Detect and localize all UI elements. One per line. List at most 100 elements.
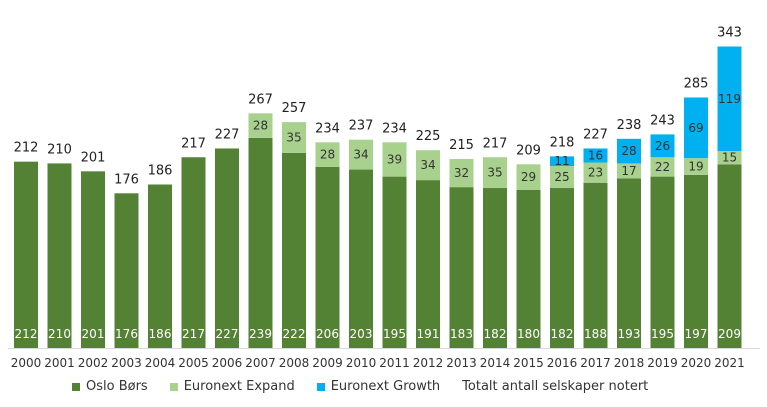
bar-oslo-bors-2014 — [483, 188, 507, 348]
x-tick-label-2012: 2012 — [413, 356, 444, 370]
data-label-oslo-bors-2008: 222 — [283, 327, 306, 341]
data-label-euronext-expand-2017: 23 — [588, 166, 603, 180]
chart-legend: Oslo Børs Euronext Expand Euronext Growt… — [72, 379, 670, 394]
total-label-2011: 234 — [382, 121, 407, 136]
x-tick-label-2015: 2015 — [513, 356, 544, 370]
data-label-oslo-bors-2005: 217 — [182, 327, 205, 341]
bar-oslo-bors-2021 — [717, 164, 742, 348]
x-tick-label-2008: 2008 — [279, 356, 310, 370]
x-tick-label-2010: 2010 — [346, 356, 377, 370]
legend-item-oslo-bors: Oslo Børs — [72, 379, 148, 394]
data-label-oslo-bors-2001: 210 — [48, 327, 71, 341]
bar-oslo-bors-2004 — [148, 184, 172, 348]
stacked-bar-chart: 212 212 2000 210 210 2001 201 201 2002 176 176 2003… — [8, 26, 760, 370]
data-label-euronext-expand-2018: 17 — [621, 164, 636, 178]
x-tick-label-2018: 2018 — [614, 356, 645, 370]
legend-label-total: Totalt antall selskaper notert — [462, 379, 649, 394]
legend-item-euronext-growth: Euronext Growth — [316, 379, 441, 394]
data-label-euronext-expand-2007: 28 — [253, 119, 268, 133]
total-label-2014: 217 — [483, 136, 508, 151]
total-label-2013: 215 — [449, 138, 474, 153]
x-tick-label-2005: 2005 — [178, 356, 209, 370]
bar-oslo-bors-2003 — [114, 193, 139, 348]
bar-oslo-bors-2018 — [617, 178, 641, 348]
total-label-2001: 210 — [47, 142, 72, 157]
data-label-oslo-bors-2009: 206 — [316, 327, 339, 341]
x-tick-label-2013: 2013 — [446, 356, 477, 370]
data-label-euronext-expand-2010: 34 — [353, 148, 368, 162]
data-label-oslo-bors-2000: 212 — [15, 327, 38, 341]
data-label-oslo-bors-2020: 197 — [685, 327, 708, 341]
x-tick-label-2020: 2020 — [681, 356, 712, 370]
bar-euronext-expand-2018 — [617, 163, 641, 179]
bar-oslo-bors-2017 — [583, 182, 608, 348]
total-label-2009: 234 — [315, 121, 340, 136]
bar-oslo-bors-2002 — [81, 171, 105, 348]
data-label-oslo-bors-2014: 182 — [484, 327, 507, 341]
x-tick-label-2003: 2003 — [111, 356, 142, 370]
total-label-2015: 209 — [516, 143, 541, 158]
x-tick-label-2002: 2002 — [78, 356, 109, 370]
legend-swatch-euronext-growth — [316, 382, 325, 391]
total-label-2018: 238 — [617, 118, 642, 133]
x-tick-label-2021: 2021 — [714, 356, 745, 370]
x-tick-label-2014: 2014 — [480, 356, 511, 370]
bar-euronext-expand-2020 — [684, 158, 708, 175]
data-label-euronext-growth-2016: 11 — [554, 154, 569, 168]
total-label-2017: 227 — [583, 127, 608, 142]
total-label-2004: 186 — [148, 164, 173, 179]
bar-euronext-expand-2013 — [449, 159, 474, 188]
data-label-euronext-growth-2017: 16 — [588, 148, 603, 162]
data-label-oslo-bors-2017: 188 — [584, 327, 607, 341]
total-label-2012: 225 — [416, 129, 441, 144]
bar-oslo-bors-2015 — [516, 189, 541, 348]
data-label-oslo-bors-2016: 182 — [551, 327, 574, 341]
bar-euronext-growth-2019 — [650, 134, 675, 158]
bar-euronext-expand-2008 — [282, 122, 306, 153]
total-label-2002: 201 — [81, 150, 106, 165]
data-label-euronext-expand-2011: 39 — [387, 152, 402, 166]
total-label-2000: 212 — [14, 141, 39, 156]
x-tick-label-2001: 2001 — [44, 356, 75, 370]
data-label-oslo-bors-2011: 195 — [383, 327, 406, 341]
data-label-oslo-bors-2013: 183 — [450, 327, 473, 341]
bar-euronext-expand-2016 — [550, 166, 574, 189]
data-label-euronext-expand-2014: 35 — [487, 166, 502, 180]
bar-oslo-bors-2020 — [684, 174, 708, 348]
bar-euronext-expand-2007 — [248, 113, 273, 138]
legend-swatch-oslo-bors — [72, 382, 80, 391]
bar-euronext-expand-2011 — [382, 142, 407, 177]
data-label-euronext-expand-2016: 25 — [554, 170, 569, 184]
data-label-oslo-bors-2019: 195 — [651, 327, 674, 341]
data-label-euronext-expand-2020: 19 — [688, 159, 703, 173]
bar-oslo-bors-2012 — [416, 180, 440, 348]
bar-euronext-expand-2010 — [349, 139, 373, 170]
data-label-oslo-bors-2007: 239 — [249, 327, 272, 341]
total-label-2010: 237 — [349, 119, 374, 134]
data-label-oslo-bors-2021: 209 — [718, 327, 741, 341]
bar-oslo-bors-2010 — [349, 169, 373, 348]
legend-label-euronext-expand: Euronext Expand — [183, 379, 295, 394]
data-label-euronext-expand-2019: 22 — [655, 160, 670, 174]
total-label-2008: 257 — [282, 101, 307, 116]
bar-oslo-bors-2000 — [14, 161, 38, 348]
total-label-2003: 176 — [114, 172, 139, 187]
legend-label-euronext-growth: Euronext Growth — [330, 379, 441, 394]
data-label-euronext-expand-2013: 32 — [454, 166, 469, 180]
data-label-euronext-growth-2018: 28 — [621, 144, 636, 158]
x-tick-label-2004: 2004 — [145, 356, 176, 370]
data-label-oslo-bors-2012: 191 — [417, 327, 440, 341]
data-label-euronext-expand-2012: 34 — [420, 158, 435, 172]
x-tick-label-2011: 2011 — [379, 356, 410, 370]
bar-oslo-bors-2007 — [248, 137, 273, 348]
x-tick-label-2017: 2017 — [580, 356, 611, 370]
bar-oslo-bors-2008 — [282, 152, 306, 348]
x-tick-label-2007: 2007 — [245, 356, 276, 370]
x-tick-label-2006: 2006 — [212, 356, 243, 370]
data-label-oslo-bors-2010: 203 — [350, 327, 373, 341]
bar-oslo-bors-2016 — [550, 188, 574, 348]
total-label-2021: 343 — [717, 26, 742, 41]
data-label-oslo-bors-2003: 176 — [115, 327, 138, 341]
data-label-euronext-growth-2019: 26 — [655, 139, 670, 153]
bar-oslo-bors-2006 — [215, 148, 239, 348]
